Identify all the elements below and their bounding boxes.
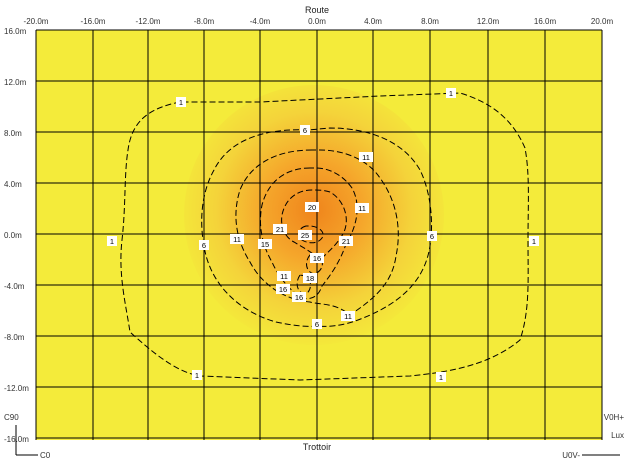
y-tick: -12.0m bbox=[4, 384, 29, 393]
x-tick: -20.0m bbox=[24, 17, 49, 26]
x-tick: -16.0m bbox=[81, 17, 106, 26]
y-tick: -4.0m bbox=[4, 282, 25, 291]
contour-label: 1 bbox=[110, 237, 114, 246]
x-tick: 8.0m bbox=[421, 17, 439, 26]
contour-label: 6 bbox=[430, 232, 434, 241]
x-tick: 20.0m bbox=[591, 17, 614, 26]
contour-label: 11 bbox=[344, 312, 352, 321]
x-tick: -4.0m bbox=[250, 17, 271, 26]
contour-label: 11 bbox=[358, 204, 366, 213]
y-tick: -8.0m bbox=[4, 333, 25, 342]
y-tick: 8.0m bbox=[4, 129, 22, 138]
contour-label: 18 bbox=[306, 274, 314, 283]
contour-label: 21 bbox=[342, 237, 350, 246]
top-label: Route bbox=[305, 5, 329, 15]
x-tick: 0.0m bbox=[308, 17, 326, 26]
contour-label: 1 bbox=[449, 89, 453, 98]
contour-label: 25 bbox=[301, 231, 309, 240]
contour-label: 1 bbox=[439, 373, 443, 382]
contour-label: 16 bbox=[279, 285, 287, 294]
contour-label: 1 bbox=[195, 371, 199, 380]
contour-label: 16 bbox=[295, 293, 303, 302]
contour-16 bbox=[259, 167, 358, 300]
contour-label: 6 bbox=[315, 320, 319, 329]
contour-labels: 1 1 1 1 1 1 6 6 6 6 11 11 11 11 11 15 16… bbox=[107, 88, 539, 382]
bottom-label: Trottoir bbox=[303, 442, 331, 452]
contour-label: 6 bbox=[202, 241, 206, 250]
contour-label: 1 bbox=[179, 98, 183, 107]
x-tick: -8.0m bbox=[194, 17, 215, 26]
y-tick: 0.0m bbox=[4, 231, 22, 240]
x-axis-ticks: -20.0m -16.0m -12.0m -8.0m -4.0m 0.0m 4.… bbox=[24, 17, 614, 26]
x-tick: 4.0m bbox=[364, 17, 382, 26]
y-tick: -16.0m bbox=[4, 435, 29, 444]
right-mid-label: V0H+ bbox=[604, 413, 625, 422]
contour-label: 1 bbox=[532, 237, 536, 246]
contour-label: 11 bbox=[280, 272, 288, 281]
y-tick: 16.0m bbox=[4, 27, 27, 36]
contour-label: 15 bbox=[261, 240, 269, 249]
y-tick: 12.0m bbox=[4, 78, 27, 87]
y-axis-ticks: 16.0m 12.0m 8.0m 4.0m 0.0m -4.0m -8.0m -… bbox=[4, 27, 29, 444]
right-bottom-label: U0V- bbox=[562, 451, 580, 459]
x-tick: 16.0m bbox=[534, 17, 557, 26]
contour-label: 16 bbox=[313, 254, 321, 263]
grid bbox=[35, 29, 603, 440]
contour-label: 11 bbox=[362, 153, 370, 162]
contour-label: 6 bbox=[303, 126, 307, 135]
illuminance-glow bbox=[184, 85, 444, 345]
unit-label: Lux bbox=[611, 431, 624, 440]
contour-1 bbox=[120, 92, 529, 381]
contour-label: 11 bbox=[233, 235, 241, 244]
contour-label: 21 bbox=[276, 225, 284, 234]
left-mid-label: C90 bbox=[4, 413, 19, 422]
y-tick: 4.0m bbox=[4, 180, 22, 189]
x-tick: -12.0m bbox=[136, 17, 161, 26]
x-tick: 12.0m bbox=[477, 17, 500, 26]
left-bottom-label: C0 bbox=[40, 451, 51, 459]
contour-label: 20 bbox=[308, 203, 316, 212]
